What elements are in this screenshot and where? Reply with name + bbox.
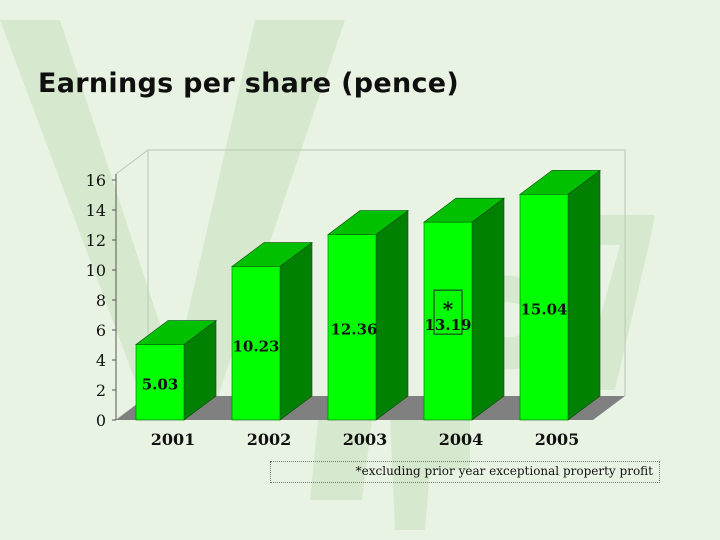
x-tick-label: 2002: [247, 430, 292, 449]
bar: [327, 234, 377, 421]
y-tick-label: 14: [86, 201, 106, 220]
bar: [519, 194, 569, 421]
y-tick-label: 10: [86, 261, 106, 280]
bar-value-label: 12.36: [331, 321, 378, 339]
annotation-box: [433, 289, 463, 335]
y-tick-label: 6: [96, 321, 106, 340]
y-tick-label: 4: [96, 351, 106, 370]
bar: [231, 266, 281, 421]
y-tick-label: 2: [96, 381, 106, 400]
bar-side: [375, 210, 409, 421]
bar-value-label: 13.19: [425, 316, 472, 334]
x-tick-label: 2003: [343, 430, 388, 449]
y-tick-label: 12: [86, 231, 106, 250]
y-tick-label: 0: [96, 411, 106, 430]
slide-title: Earnings per share (pence): [38, 68, 460, 99]
bar-value-label: 15.04: [521, 300, 568, 318]
bar-side: [279, 241, 313, 421]
bar: [423, 221, 473, 421]
back-wall: [148, 149, 626, 396]
x-tick-label: 2005: [535, 430, 580, 449]
x-tick-label: 2004: [439, 430, 484, 449]
annotation-asterisk: *: [443, 297, 454, 321]
y-tick-label: 8: [96, 291, 106, 310]
x-tick-label: 2001: [151, 430, 196, 449]
y-tick-label: 16: [86, 171, 106, 190]
bar: [135, 344, 185, 421]
bar-value-label: 5.03: [142, 376, 179, 394]
bar-value-label: 10.23: [233, 338, 280, 356]
bar-side: [471, 197, 505, 421]
bar-side: [567, 169, 601, 421]
footnote: *excluding prior year exceptional proper…: [355, 464, 653, 478]
footnote-box: *excluding prior year exceptional proper…: [270, 461, 660, 483]
